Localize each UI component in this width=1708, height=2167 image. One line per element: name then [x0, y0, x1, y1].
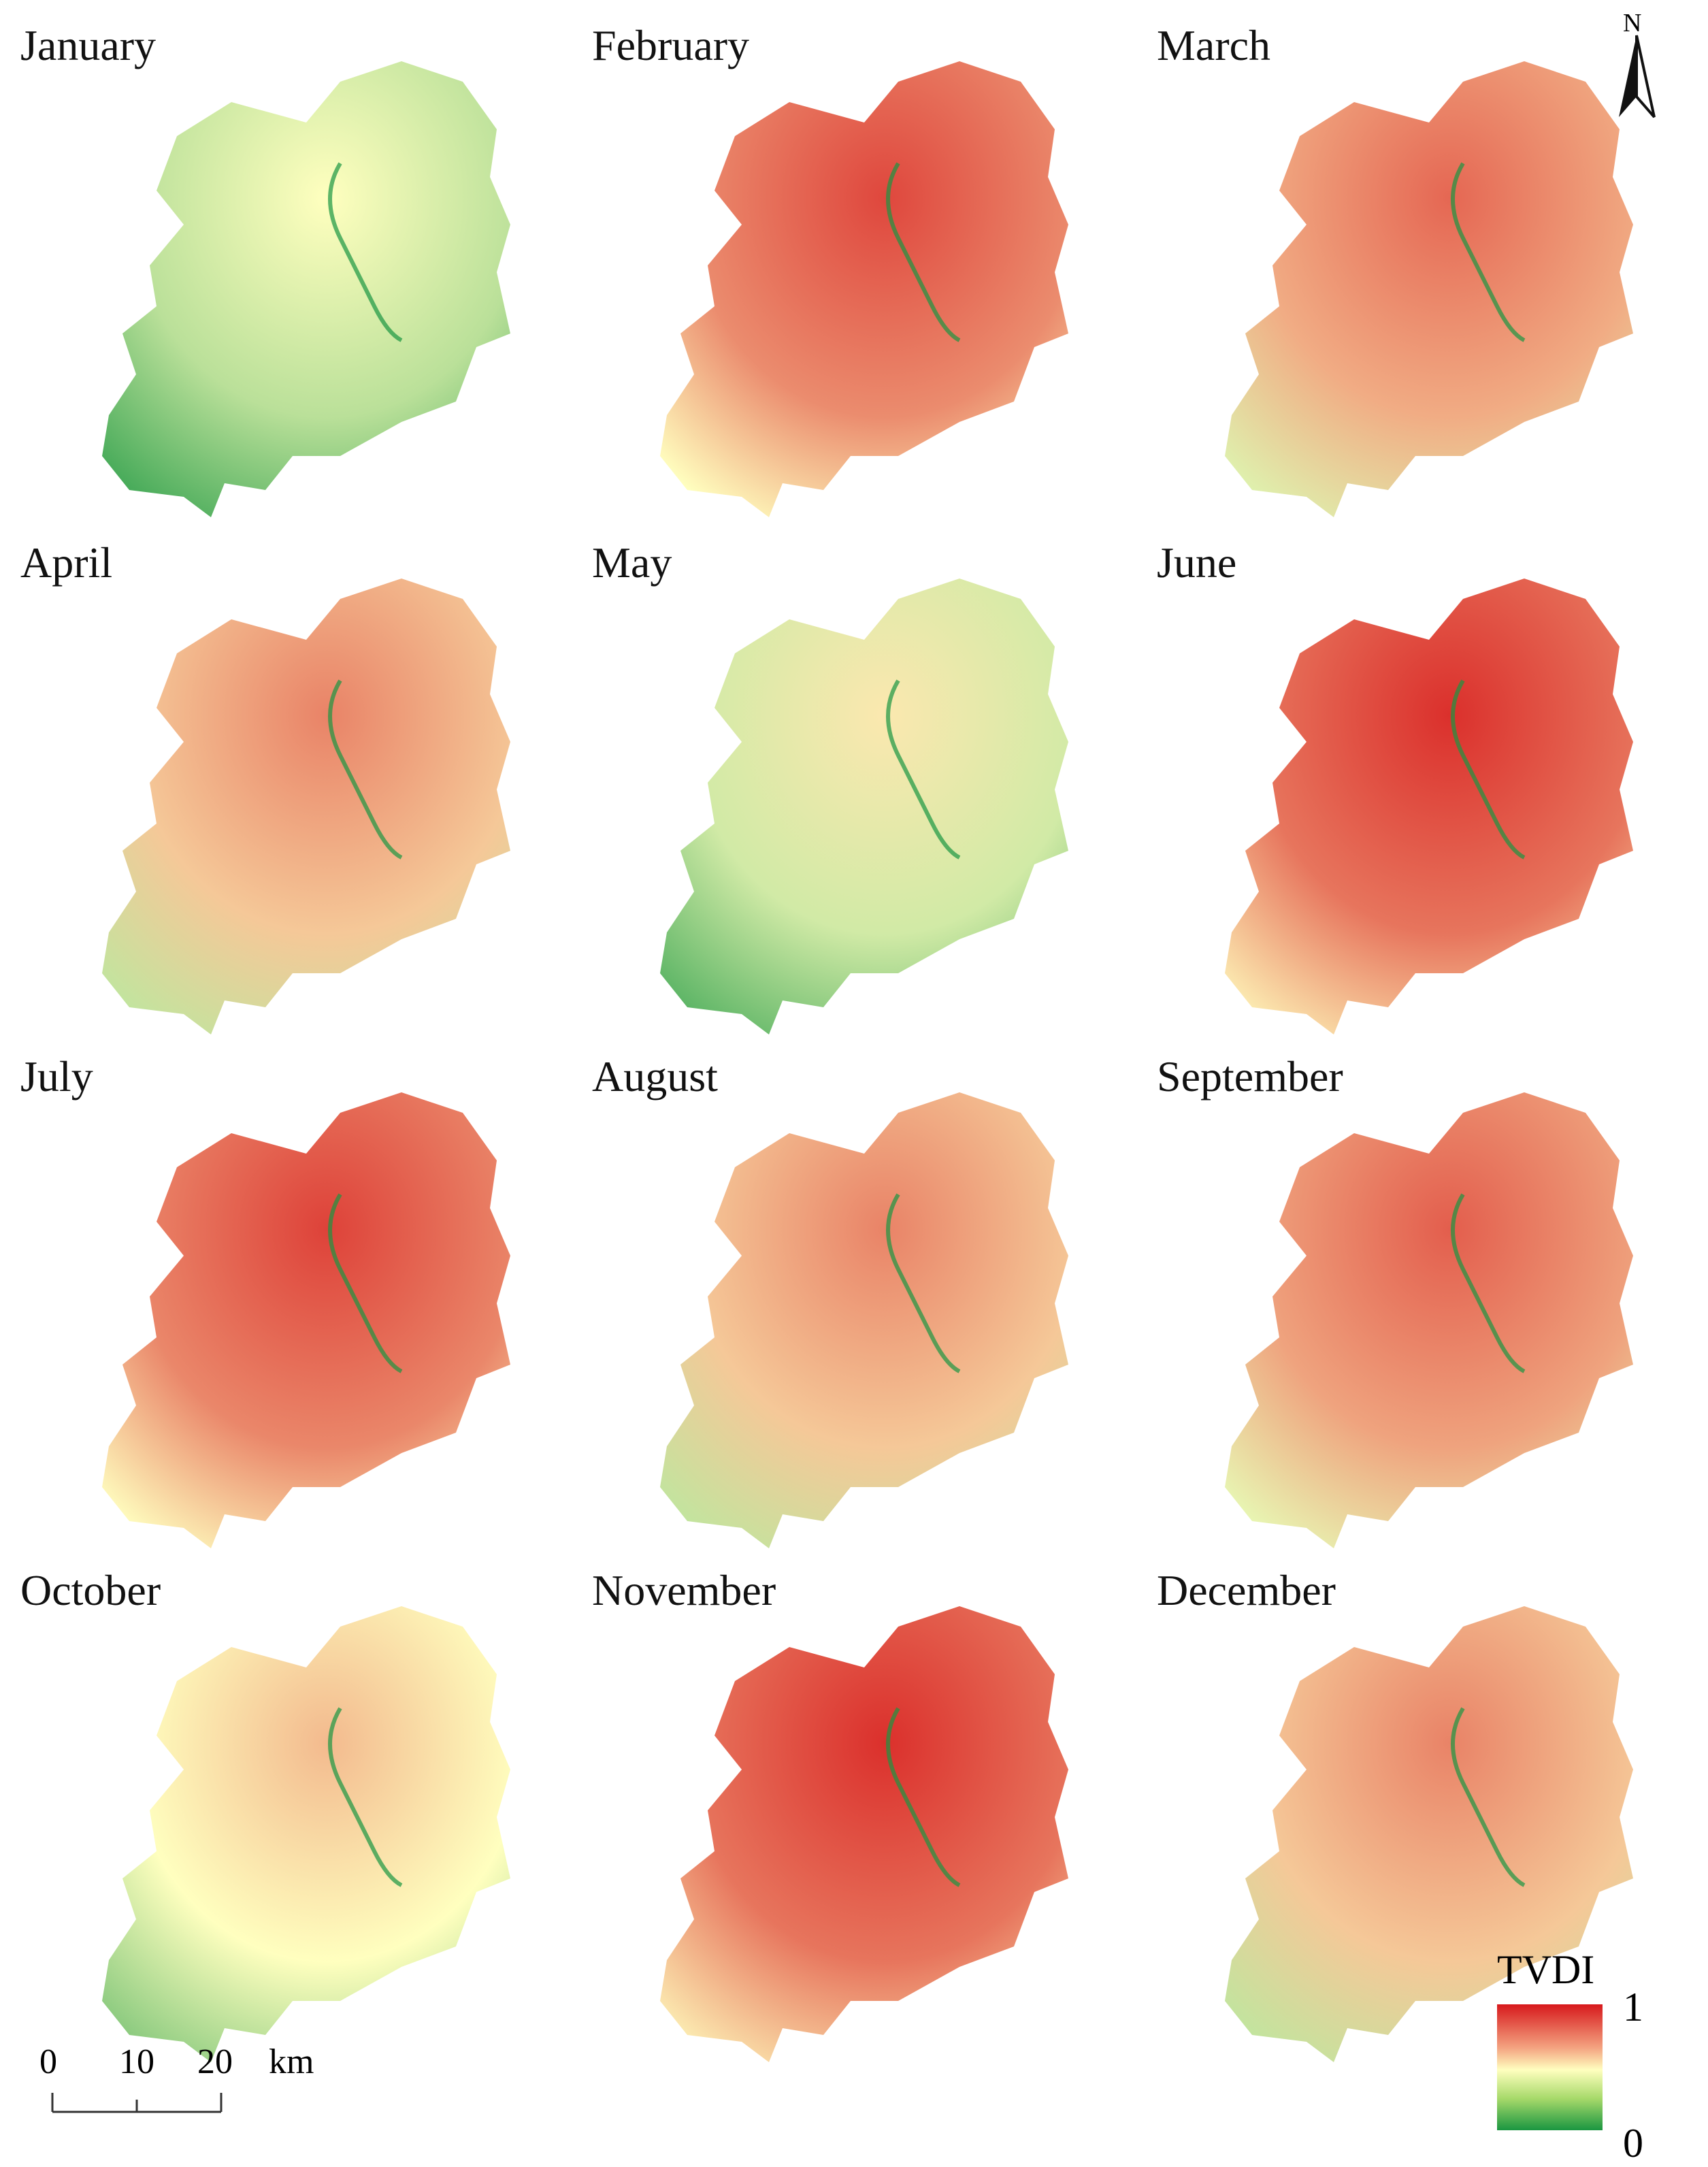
tvdi-map-april	[102, 579, 510, 1034]
map-panel-february: February	[578, 20, 1136, 538]
river-november	[886, 1707, 961, 1887]
scale-tick-0: 0	[39, 2042, 57, 2081]
map-panel-july: July	[20, 1052, 578, 1569]
month-label: October	[20, 1566, 161, 1614]
map-panel-january: January	[20, 20, 578, 538]
study-area-june	[1225, 579, 1633, 1034]
map-panel-november: November	[578, 1565, 1136, 2083]
study-area-july	[102, 1092, 510, 1548]
tvdi-map-august	[660, 1092, 1068, 1548]
month-label: June	[1157, 538, 1237, 587]
study-area-april	[102, 579, 510, 1034]
north-label: N	[1623, 9, 1642, 37]
month-label: January	[20, 21, 157, 69]
map-panel-june: June	[1143, 538, 1701, 1055]
study-area-february	[660, 61, 1068, 517]
legend-min-label: 0	[1623, 2121, 1643, 2166]
tvdi-map-may	[660, 579, 1068, 1034]
river-october	[328, 1707, 403, 1887]
month-label: February	[592, 21, 750, 69]
river-september	[1451, 1193, 1526, 1373]
legend-title: TVDI	[1497, 1947, 1595, 1992]
map-panel-march: March	[1143, 20, 1701, 538]
tvdi-map-january	[102, 61, 510, 517]
month-label: December	[1157, 1566, 1336, 1614]
scale-tick-10: 10	[119, 2042, 154, 2081]
study-area-december	[1225, 1606, 1633, 2062]
tvdi-map-october	[102, 1606, 510, 2062]
study-area-january	[102, 61, 510, 517]
river-june	[1451, 679, 1526, 860]
scale-unit: km	[269, 2042, 314, 2081]
river-april	[328, 679, 403, 860]
study-area-may	[660, 579, 1068, 1034]
tvdi-map-july	[102, 1092, 510, 1548]
map-panel-august: August	[578, 1052, 1136, 1569]
month-label: September	[1157, 1052, 1343, 1101]
month-label: May	[592, 538, 672, 587]
month-label: March	[1157, 21, 1271, 69]
tvdi-map-june	[1225, 579, 1633, 1034]
north-arrow-icon	[1619, 35, 1656, 118]
study-area-march	[1225, 61, 1633, 517]
study-area-september	[1225, 1092, 1633, 1548]
scale-tick-20: 20	[197, 2042, 233, 2081]
river-december	[1451, 1707, 1526, 1887]
legend: TVDI 1 0	[1483, 1946, 1688, 2166]
tvdi-map-december	[1225, 1606, 1633, 2062]
map-panel-october: October	[20, 1565, 578, 2083]
tvdi-map-march	[1225, 61, 1633, 517]
month-label: August	[592, 1052, 718, 1101]
scale-line	[51, 2093, 223, 2113]
map-panel-may: May	[578, 538, 1136, 1055]
scale-bar: 0 10 20 km	[27, 2042, 381, 2123]
river-july	[328, 1193, 403, 1373]
river-march	[1451, 162, 1526, 342]
map-panel-april: April	[20, 538, 578, 1055]
river-january	[328, 162, 403, 342]
legend-color-ramp	[1497, 2004, 1603, 2130]
study-area-october	[102, 1606, 510, 2062]
tvdi-map-november	[660, 1606, 1068, 2062]
map-panel-september: September	[1143, 1052, 1701, 1569]
month-label: July	[20, 1052, 93, 1101]
study-area-november	[660, 1606, 1068, 2062]
river-august	[886, 1193, 961, 1373]
tvdi-map-february	[660, 61, 1068, 517]
tvdi-map-september	[1225, 1092, 1633, 1548]
river-february	[886, 162, 961, 342]
map-panel-december: December	[1143, 1565, 1701, 2083]
month-label: November	[592, 1566, 776, 1614]
study-area-august	[660, 1092, 1068, 1548]
legend-max-label: 1	[1623, 1985, 1643, 2030]
month-label: April	[20, 538, 113, 587]
river-may	[886, 679, 961, 860]
